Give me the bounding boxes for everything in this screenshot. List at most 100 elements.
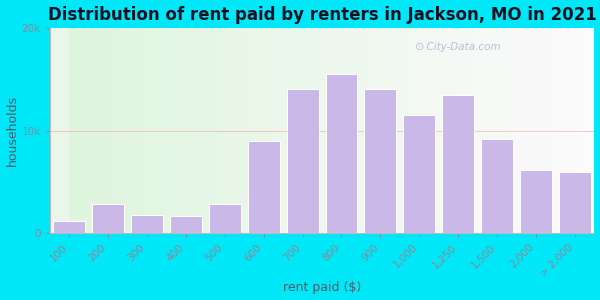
Bar xyxy=(437,28,439,233)
Bar xyxy=(479,28,481,233)
Bar xyxy=(418,28,421,233)
Bar xyxy=(410,28,413,233)
Bar xyxy=(148,28,151,233)
Bar xyxy=(427,28,429,233)
Bar xyxy=(397,28,400,233)
Bar xyxy=(392,28,395,233)
Bar xyxy=(279,28,282,233)
Bar xyxy=(164,28,166,233)
Bar xyxy=(481,28,484,233)
Bar xyxy=(503,28,505,233)
Bar xyxy=(287,89,319,233)
Bar xyxy=(353,28,355,233)
Title: Distribution of rent paid by renters in Jackson, MO in 2021: Distribution of rent paid by renters in … xyxy=(47,6,596,24)
Y-axis label: households: households xyxy=(5,95,19,166)
Bar xyxy=(355,28,358,233)
Bar xyxy=(529,28,532,233)
Bar xyxy=(387,28,389,233)
Bar xyxy=(321,28,324,233)
Bar xyxy=(82,28,85,233)
Bar xyxy=(287,28,290,233)
Bar xyxy=(132,28,135,233)
Bar xyxy=(574,28,576,233)
Bar xyxy=(559,172,591,233)
Bar xyxy=(77,28,80,233)
Bar xyxy=(347,28,350,233)
Bar xyxy=(439,28,442,233)
Bar xyxy=(497,28,500,233)
Bar xyxy=(116,28,119,233)
Bar xyxy=(534,28,536,233)
Bar xyxy=(182,28,185,233)
Bar xyxy=(221,28,224,233)
Bar xyxy=(547,28,550,233)
Bar xyxy=(384,28,387,233)
Bar xyxy=(371,28,374,233)
Bar xyxy=(284,28,287,233)
Bar xyxy=(481,139,513,233)
Bar xyxy=(364,89,397,233)
Text: City-Data.com: City-Data.com xyxy=(420,42,501,52)
Bar xyxy=(305,28,308,233)
Bar xyxy=(406,28,408,233)
Bar xyxy=(513,28,515,233)
Bar xyxy=(227,28,229,233)
Bar xyxy=(382,28,384,233)
Bar xyxy=(576,28,578,233)
Bar xyxy=(122,28,124,233)
Bar xyxy=(187,28,190,233)
Bar xyxy=(172,28,174,233)
Bar xyxy=(429,28,431,233)
Bar xyxy=(379,28,382,233)
Bar xyxy=(195,28,198,233)
Bar xyxy=(119,28,122,233)
Bar xyxy=(295,28,298,233)
Bar xyxy=(235,28,237,233)
Bar xyxy=(245,28,248,233)
Bar xyxy=(95,28,98,233)
Bar xyxy=(445,28,448,233)
Bar xyxy=(127,28,130,233)
Bar xyxy=(555,28,557,233)
Bar xyxy=(74,28,77,233)
Bar xyxy=(169,28,172,233)
Bar xyxy=(515,28,518,233)
Bar xyxy=(508,28,511,233)
Bar xyxy=(277,28,279,233)
Bar xyxy=(292,28,295,233)
Bar xyxy=(71,28,74,233)
Bar xyxy=(124,28,127,233)
Bar xyxy=(550,28,553,233)
Bar xyxy=(542,28,545,233)
Bar xyxy=(334,28,337,233)
Bar xyxy=(361,28,363,233)
Bar xyxy=(536,28,539,233)
Bar xyxy=(326,28,329,233)
Bar xyxy=(190,28,193,233)
Text: ⊙: ⊙ xyxy=(415,42,424,52)
Bar xyxy=(326,74,358,233)
Bar xyxy=(358,28,361,233)
Bar xyxy=(587,28,589,233)
Bar xyxy=(174,28,177,233)
Bar xyxy=(193,28,195,233)
Bar xyxy=(431,28,434,233)
Bar xyxy=(256,28,258,233)
Bar xyxy=(469,28,471,233)
Bar xyxy=(324,28,326,233)
Bar xyxy=(332,28,334,233)
Bar xyxy=(563,28,566,233)
Bar xyxy=(161,28,164,233)
Bar xyxy=(111,28,114,233)
Bar xyxy=(153,28,156,233)
Bar xyxy=(460,28,463,233)
Bar xyxy=(442,94,474,233)
Bar xyxy=(300,28,303,233)
Bar xyxy=(584,28,587,233)
Bar xyxy=(366,28,368,233)
Bar xyxy=(442,28,445,233)
Bar xyxy=(424,28,427,233)
Bar xyxy=(374,28,376,233)
Bar xyxy=(248,141,280,233)
Bar xyxy=(539,28,542,233)
